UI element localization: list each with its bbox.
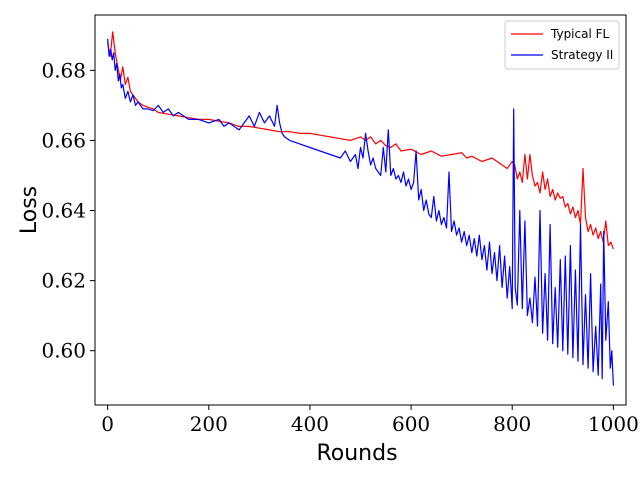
legend-label-strategy-ii: Strategy II xyxy=(551,48,613,62)
x-tick-label: 600 xyxy=(392,412,430,436)
legend: Typical FL Strategy II xyxy=(504,20,620,70)
plot-area xyxy=(95,15,626,405)
series-lines xyxy=(107,31,614,386)
x-tick-label: 1000 xyxy=(588,412,639,436)
y-axis-ticks: 0.60 0.62 0.64 0.66 0.68 xyxy=(41,58,95,363)
plot-frame xyxy=(94,14,627,406)
x-tick-label: 400 xyxy=(291,412,329,436)
y-tick-label: 0.68 xyxy=(41,58,86,82)
series-line-typical-fl xyxy=(107,31,614,250)
x-tick-label: 200 xyxy=(190,412,228,436)
y-axis-label: Loss xyxy=(17,186,42,234)
y-tick-label: 0.62 xyxy=(41,269,86,293)
x-tick-label: 800 xyxy=(493,412,531,436)
series-line-strategy-ii xyxy=(107,38,614,386)
x-axis-ticks: 0 200 400 600 800 1000 xyxy=(101,405,639,436)
y-tick-label: 0.64 xyxy=(41,199,86,223)
y-tick-label: 0.66 xyxy=(41,128,86,152)
legend-label-typical-fl: Typical FL xyxy=(550,27,610,41)
y-tick-label: 0.60 xyxy=(41,339,86,363)
x-axis-label: Rounds xyxy=(316,441,397,466)
legend-box xyxy=(504,20,620,70)
x-tick-label: 0 xyxy=(101,412,114,436)
